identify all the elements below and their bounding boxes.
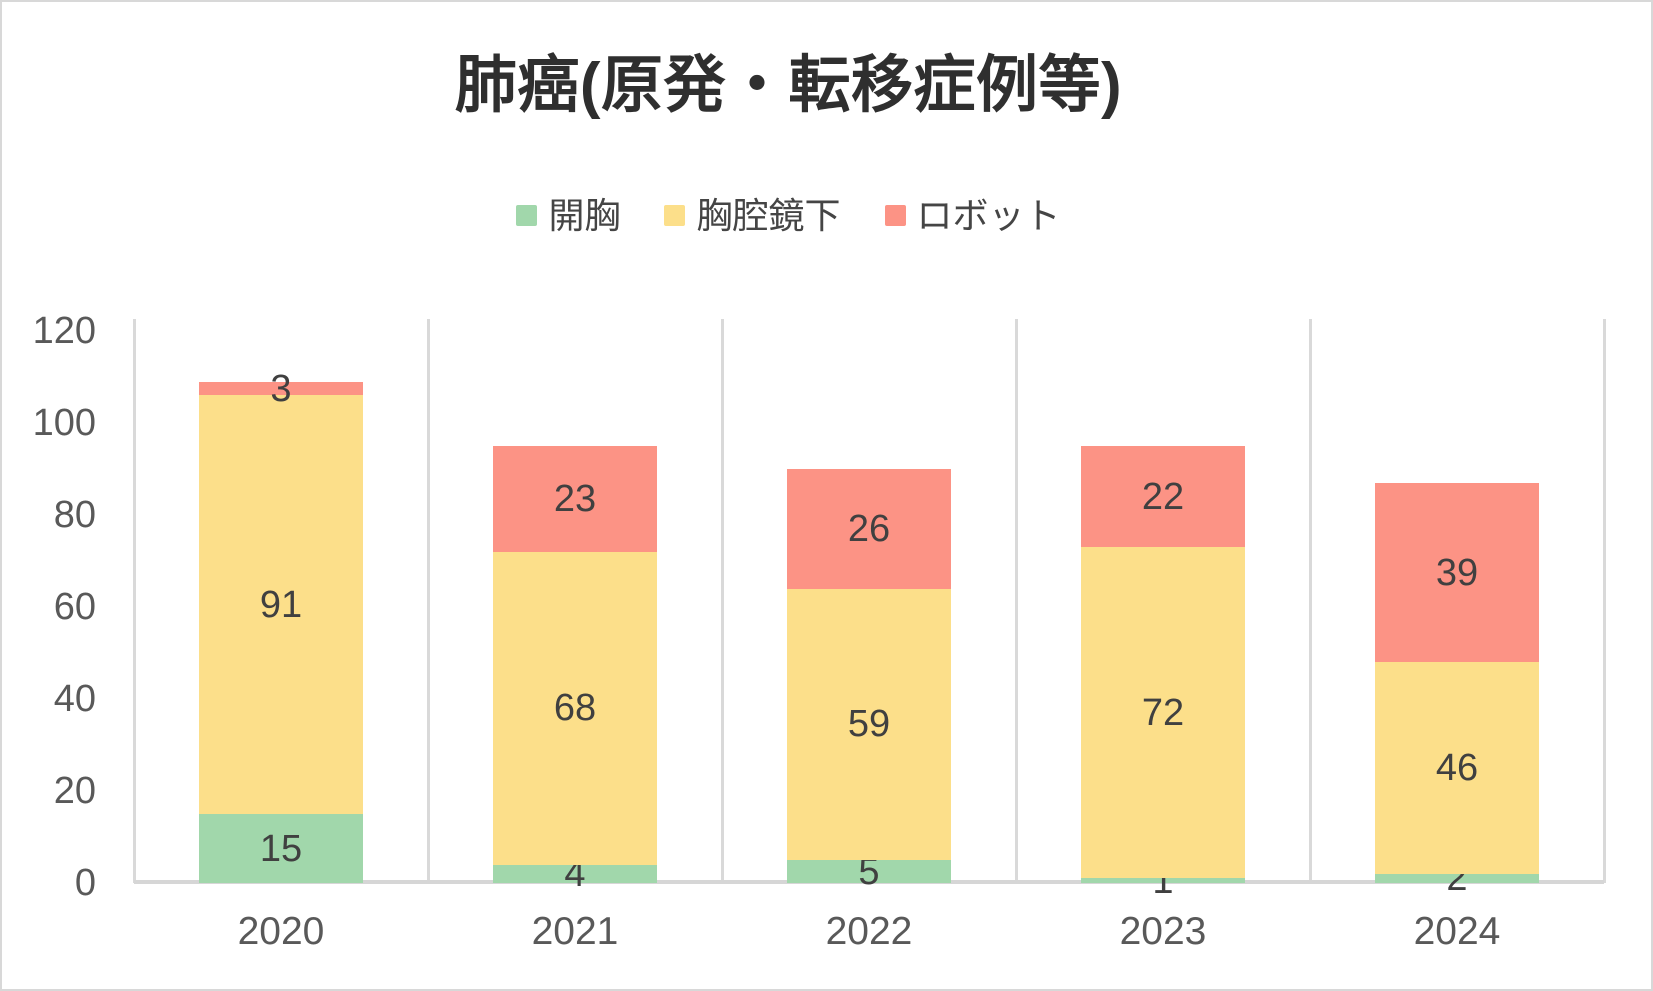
legend-item: 開胸 [516,196,620,236]
legend-item: 胸腔鏡下 [664,194,841,236]
x-axis-category-label: 2024 [1413,910,1501,953]
bar-segment [1375,873,1539,883]
category-separator-line [1014,319,1018,883]
chart-legend: 開胸 胸腔鏡下 ロボット [2,196,1575,236]
x-axis-category-label: 2020 [237,910,325,953]
y-axis-tick-label: 40 [53,678,96,720]
bar-segment [787,860,951,883]
legend-swatch-icon [664,205,686,227]
x-axis-category-label: 2023 [1119,910,1207,953]
y-axis-tick-label: 100 [32,402,96,444]
y-axis-tick-label: 0 [74,862,96,904]
bar-segment [1375,482,1539,663]
y-axis-line [132,319,136,883]
legend-swatch-icon [884,205,906,227]
bar-segment [199,381,363,396]
chart-title: 肺癌(原発・転移症例等) [454,51,1123,120]
plot-area: 0 20 40 60 80 100 120 2020 15 91 3 2021 4 68 23 2022 5 59… [33,312,1606,953]
bar-segment [1375,662,1539,874]
category-separator-line [720,319,724,883]
legend-item: ロボット [884,194,1061,236]
y-axis-tick-label: 80 [53,494,96,536]
legend-label: 胸腔鏡下 [696,194,841,236]
y-axis-tick-label: 20 [53,770,96,812]
bar-segment [199,395,363,814]
chart-header: 肺癌(原発・転移症例等) 開胸 胸腔鏡下 ロボット [2,2,1651,236]
bar-segment [1081,547,1245,879]
category-separator-line [426,319,430,883]
bar-segment [493,446,657,552]
bar-segment [1081,446,1245,548]
bar-segment [787,588,951,860]
bar-segment [1081,878,1245,883]
bar-segment [493,864,657,883]
x-axis-category-label: 2021 [531,910,619,953]
bar-segment [787,469,951,589]
legend-label: ロボット [916,194,1061,236]
category-separator-line [1308,319,1312,883]
bar-segment [199,814,363,883]
legend-swatch-icon [516,205,538,227]
y-axis-tick-label: 120 [32,310,96,352]
y-axis-tick-label: 60 [53,586,96,628]
x-axis-category-label: 2022 [825,910,913,953]
legend-label: 開胸 [548,194,621,236]
bar-segment [493,551,657,865]
category-separator-line [1602,319,1606,883]
